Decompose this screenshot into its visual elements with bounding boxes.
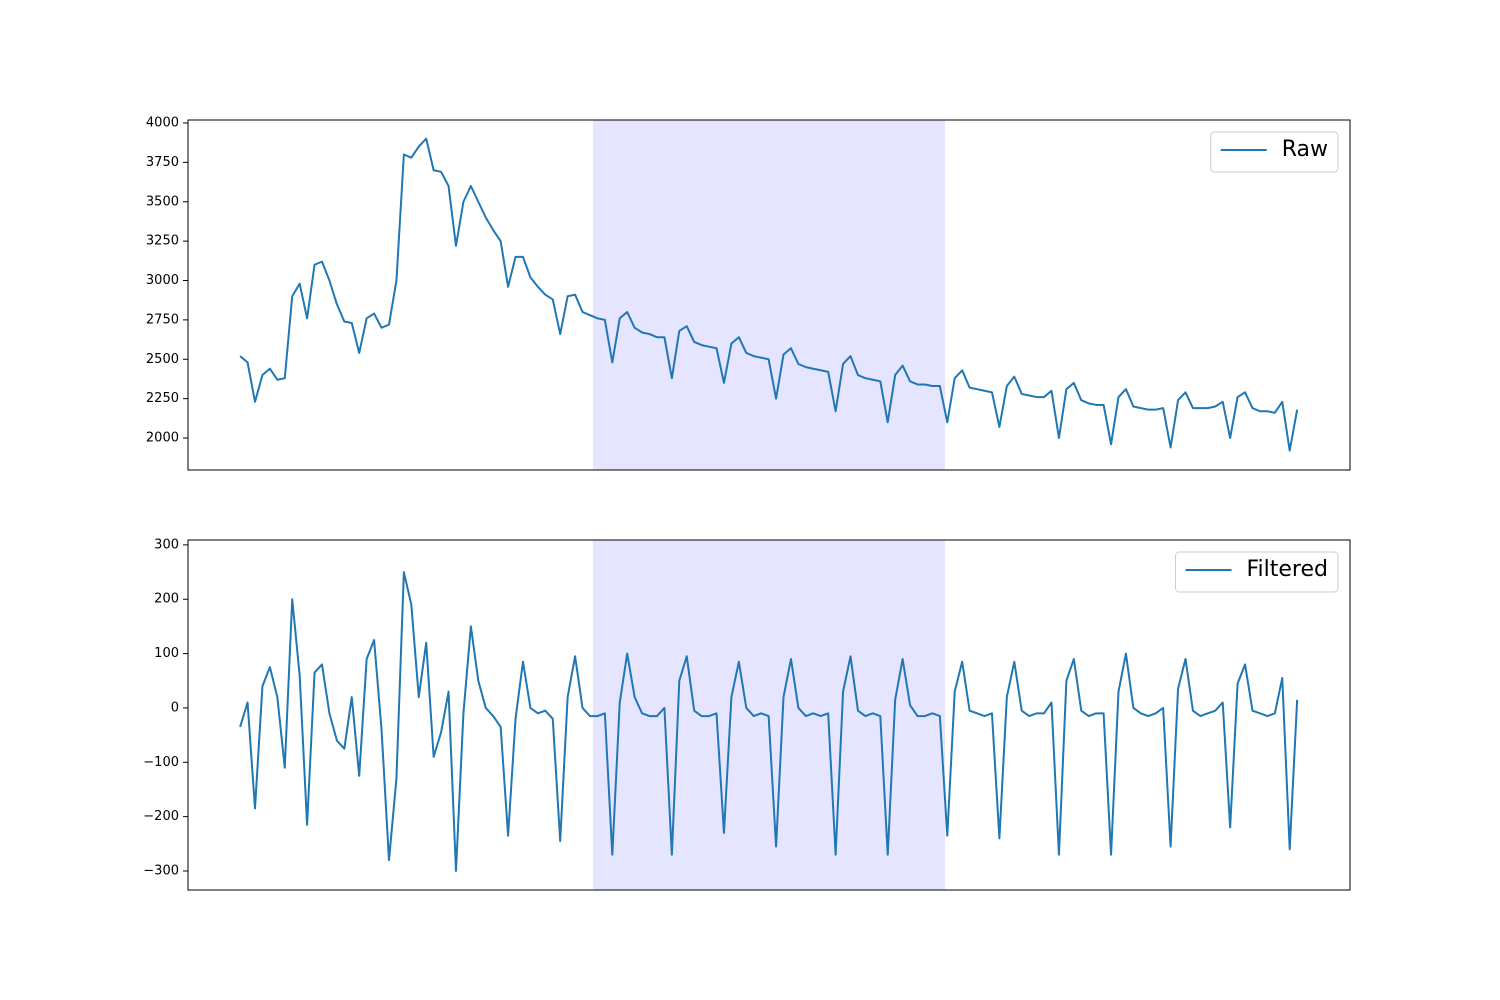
legend-text: Raw	[1282, 137, 1328, 162]
y-tick-label: −300	[143, 863, 179, 878]
y-tick-label: 2750	[146, 312, 179, 327]
y-tick-label: 2250	[146, 391, 179, 406]
y-tick-label: 2500	[146, 352, 179, 367]
y-tick-label: 3500	[146, 194, 179, 209]
subplot: 2000 2250 2500 2750 3000 3250 3500 3750 4000 Raw	[146, 115, 1351, 471]
legend-text: Filtered	[1246, 557, 1328, 582]
axes-frame	[187, 119, 1351, 471]
legend-box	[1210, 131, 1339, 173]
legend-box	[1174, 551, 1339, 593]
y-tick-label: 3250	[146, 234, 179, 249]
y-tick-label: −200	[143, 809, 179, 824]
data-line	[239, 571, 1299, 872]
axes-frame	[187, 539, 1351, 891]
y-tick-label: 300	[154, 537, 179, 552]
y-tick-label: 200	[154, 592, 179, 607]
y-tick-label: −100	[143, 755, 179, 770]
y-tick-label: 4000	[146, 115, 179, 130]
highlight-span	[592, 120, 946, 470]
y-tick-label: 3000	[146, 273, 179, 288]
legend: Filtered	[1174, 551, 1339, 593]
y-tick-label: 100	[154, 646, 179, 661]
subplot: −300 −200 −100 0 100 200 300 Filtered	[143, 537, 1351, 891]
data-line	[239, 137, 1299, 452]
y-tick-label: 3750	[146, 155, 179, 170]
y-tick-label: 0	[171, 700, 179, 715]
legend: Raw	[1210, 131, 1339, 173]
y-tick-label: 2000	[146, 431, 179, 446]
